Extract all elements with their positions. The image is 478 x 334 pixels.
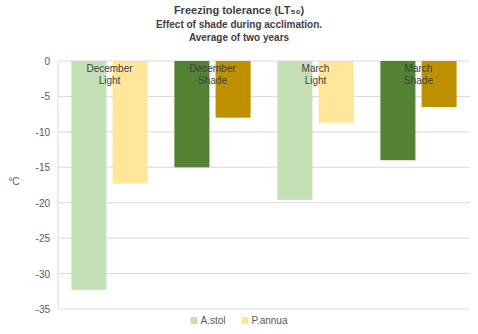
category-label: DecemberLight bbox=[86, 63, 133, 86]
legend-swatch bbox=[191, 317, 198, 324]
subtitle: Average of two years bbox=[189, 32, 290, 43]
title: Freezing tolerance (LT₅₀) bbox=[174, 4, 305, 16]
category-label: DecemberShade bbox=[189, 63, 236, 86]
legend-swatch bbox=[242, 317, 249, 324]
y-axis-label: °C bbox=[8, 176, 19, 187]
tick-label: -20 bbox=[36, 198, 51, 209]
bar bbox=[71, 61, 106, 290]
category-label: MarchLight bbox=[302, 63, 330, 86]
category-label-line: Shade bbox=[404, 75, 433, 86]
category-label-line: March bbox=[405, 63, 433, 74]
grid-line bbox=[58, 273, 470, 274]
bars bbox=[71, 61, 456, 290]
legend-label: P.annua bbox=[252, 315, 288, 326]
subtitle: Effect of shade during acclimation. bbox=[156, 19, 322, 30]
tick-label: -5 bbox=[41, 91, 50, 102]
category-label-line: Shade bbox=[198, 75, 227, 86]
category-label-line: Light bbox=[99, 75, 121, 86]
grid-line bbox=[58, 238, 470, 239]
grid-line bbox=[58, 309, 470, 310]
tick-label: -10 bbox=[36, 127, 51, 138]
tick-label: -25 bbox=[36, 233, 51, 244]
category-label-line: Light bbox=[305, 75, 327, 86]
chart: Freezing tolerance (LT₅₀) Effect of shade… bbox=[0, 0, 478, 334]
tick-label: -15 bbox=[36, 162, 51, 173]
tick-label: -35 bbox=[36, 304, 51, 315]
category-label-line: March bbox=[302, 63, 330, 74]
category-label-line: December bbox=[86, 63, 133, 74]
legend: A.stol P.annua bbox=[191, 315, 288, 326]
y-axis bbox=[58, 61, 59, 309]
tick-label: 0 bbox=[44, 56, 50, 67]
category-label-line: December bbox=[189, 63, 236, 74]
tick-label: -30 bbox=[36, 269, 51, 280]
legend-label: A.stol bbox=[201, 315, 226, 326]
grid-line bbox=[58, 202, 470, 203]
category-label: MarchShade bbox=[404, 63, 433, 86]
